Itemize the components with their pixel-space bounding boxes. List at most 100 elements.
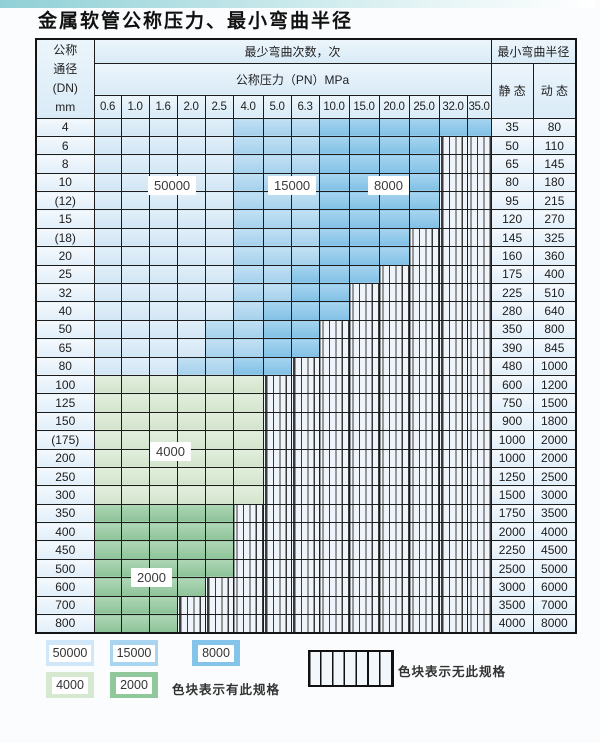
static-value-cell: 600 [490,374,534,395]
spec-cell [176,264,206,285]
spec-cell [120,117,150,137]
spec-cell [348,191,380,211]
pressure-col-header: 20.0 [378,94,410,119]
spec-cell-none [348,466,380,487]
dn-cell: 300 [35,485,95,505]
spec-cell-none [466,374,492,395]
spec-cell [120,595,150,616]
spec-cell-none [262,503,292,524]
dynamic-value-cell: 145 [532,154,577,174]
spec-cell-none [262,522,292,542]
spec-cell-none [318,577,350,597]
spec-cell-none [466,283,492,303]
spec-cell [262,301,292,321]
spec-cell [348,227,380,248]
spec-cell [148,191,178,211]
spec-cell [232,374,264,395]
spec-cell-none [466,172,492,193]
spec-cell-none [408,411,440,432]
spec-cell [318,283,350,303]
spec-cell [120,411,150,432]
dn-header-line: 通径 [53,61,78,76]
spec-cell-none [378,356,410,376]
spec-cell [204,466,234,487]
spec-cell [93,191,122,211]
dynamic-value-cell: 2000 [532,430,577,450]
spec-cell-none [318,411,350,432]
spec-cell [176,227,206,248]
dynamic-value-cell: 270 [532,209,577,229]
spec-cell-none [438,209,468,229]
dynamic-value-cell: 6000 [532,577,577,597]
spec-cell [148,154,178,174]
dn-cell: 40 [35,301,95,321]
spec-cell [378,154,410,174]
spec-cell [120,135,150,156]
min-radius-header: 最小弯曲半径 [490,38,577,64]
static-value-cell: 35 [490,117,534,137]
spec-cell [93,117,122,137]
dynamic-value-cell: 1200 [532,374,577,395]
spec-cell [148,319,178,340]
spec-cell-none [466,614,492,634]
spec-cell-none [232,503,264,524]
spec-cell [378,117,410,137]
spec-cell [204,154,234,174]
spec-cell [176,319,206,340]
spec-cell-none [466,577,492,597]
spec-cell [348,209,380,229]
dn-cell: 50 [35,319,95,340]
spec-cell [120,283,150,303]
spec-cell [204,301,234,321]
spec-cell [176,466,206,487]
spec-cell-none [378,466,410,487]
spec-cell [232,430,264,450]
spec-cell [232,356,264,376]
spec-cell-none [232,540,264,560]
spec-cell-none [466,356,492,376]
table-row: (12) 95 215 [35,191,577,211]
spec-cell-none [438,448,468,468]
spec-cell [176,374,206,395]
spec-cell-none [318,466,350,487]
spec-cell [148,117,178,137]
spec-cell-none [408,522,440,542]
spec-cell [120,448,150,468]
spec-cell-none [348,338,380,358]
dn-cell: 4 [35,117,95,137]
static-value-cell: 225 [490,283,534,303]
spec-cell [232,393,264,413]
spec-cell [120,154,150,174]
spec-cell [120,614,150,634]
spec-cell [204,172,234,193]
dn-cell: 150 [35,411,95,432]
static-value-cell: 390 [490,338,534,358]
legend-swatch-label: 4000 [52,676,88,694]
dynamic-value-cell: 4000 [532,522,577,542]
spec-cell-none [466,393,492,413]
table-row: 600 3000 6000 [35,577,577,597]
spec-cell-none [408,264,440,285]
spec-cell [204,191,234,211]
table-row: 20 160 360 [35,246,577,266]
static-value-cell: 350 [490,319,534,340]
dn-header-line: 公称 [53,42,78,57]
static-value-cell: 145 [490,227,534,248]
spec-cell [204,283,234,303]
table-row: (18) 145 325 [35,227,577,248]
spec-cell [318,227,350,248]
spec-cell-none [290,614,320,634]
spec-cell [176,503,206,524]
spec-cell [93,209,122,229]
spec-cell [438,117,468,137]
spec-cell-none [466,135,492,156]
spec-cell [93,172,122,193]
spec-cell-none [466,430,492,450]
spec-cell [93,301,122,321]
table-row: 125 750 1500 [35,393,577,413]
spec-cell [290,246,320,266]
spec-cell-none [262,430,292,450]
spec-cell [232,485,264,505]
legend-no-spec-note: 色块表示无此规格 [398,665,507,679]
spec-cell-none [290,595,320,616]
